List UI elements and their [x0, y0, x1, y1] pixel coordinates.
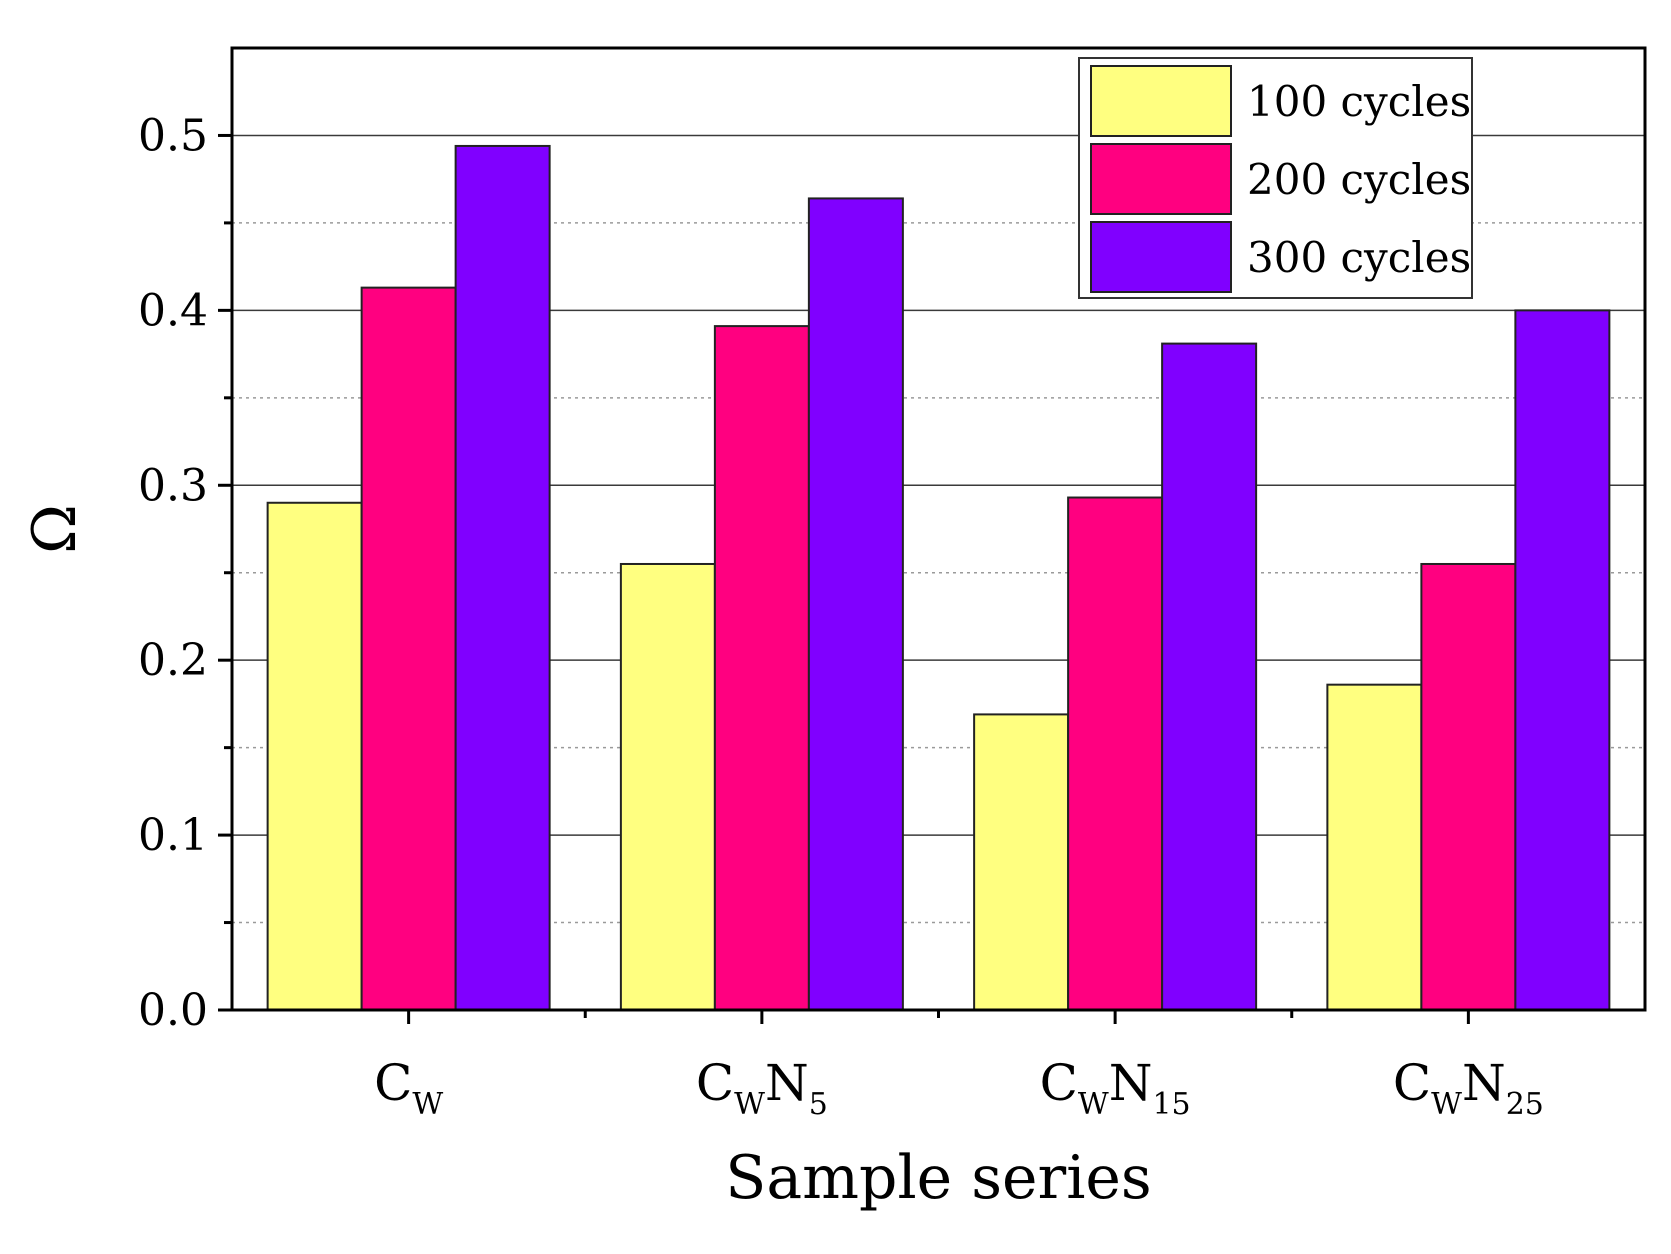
- legend-swatch-3: [1090, 221, 1232, 293]
- x-tick-label: CWN15: [1040, 1054, 1191, 1122]
- legend-label-2: 200 cycles: [1247, 155, 1471, 204]
- x-tick-label: CWN25: [1393, 1054, 1544, 1122]
- legend-label-3: 300 cycles: [1247, 233, 1471, 282]
- bar-3-1: [454, 144, 551, 1011]
- bar-3-4: [1514, 309, 1611, 1011]
- legend-label-1: 100 cycles: [1247, 77, 1471, 126]
- y-tick-label: 0.0: [138, 985, 208, 1036]
- bar-1-2: [619, 562, 716, 1011]
- legend-swatch-1: [1090, 65, 1232, 137]
- y-tick-label: 0.5: [138, 110, 208, 161]
- bar-2-4: [1420, 562, 1517, 1011]
- y-tick-label: 0.3: [138, 460, 208, 511]
- bar-3-3: [1161, 342, 1258, 1011]
- x-tick-label: CWN5: [696, 1054, 828, 1122]
- bar-1-4: [1326, 683, 1423, 1011]
- bar-2-2: [713, 325, 810, 1011]
- y-tick-label: 0.2: [138, 635, 208, 686]
- legend: 100 cycles 200 cycles 300 cycles: [1078, 57, 1473, 299]
- bar-2-1: [360, 286, 457, 1012]
- legend-swatch-2: [1090, 143, 1232, 215]
- bar-1-1: [266, 501, 363, 1011]
- x-axis-title: Sample series: [725, 1143, 1151, 1213]
- bar-3-2: [807, 197, 904, 1011]
- x-tick-label: CW: [374, 1054, 443, 1122]
- y-tick-label: 0.4: [138, 285, 208, 336]
- bar-1-3: [973, 713, 1070, 1011]
- y-tick-label: 0.1: [138, 810, 208, 861]
- y-axis-title: Ω: [20, 504, 90, 554]
- bar-2-3: [1067, 496, 1164, 1011]
